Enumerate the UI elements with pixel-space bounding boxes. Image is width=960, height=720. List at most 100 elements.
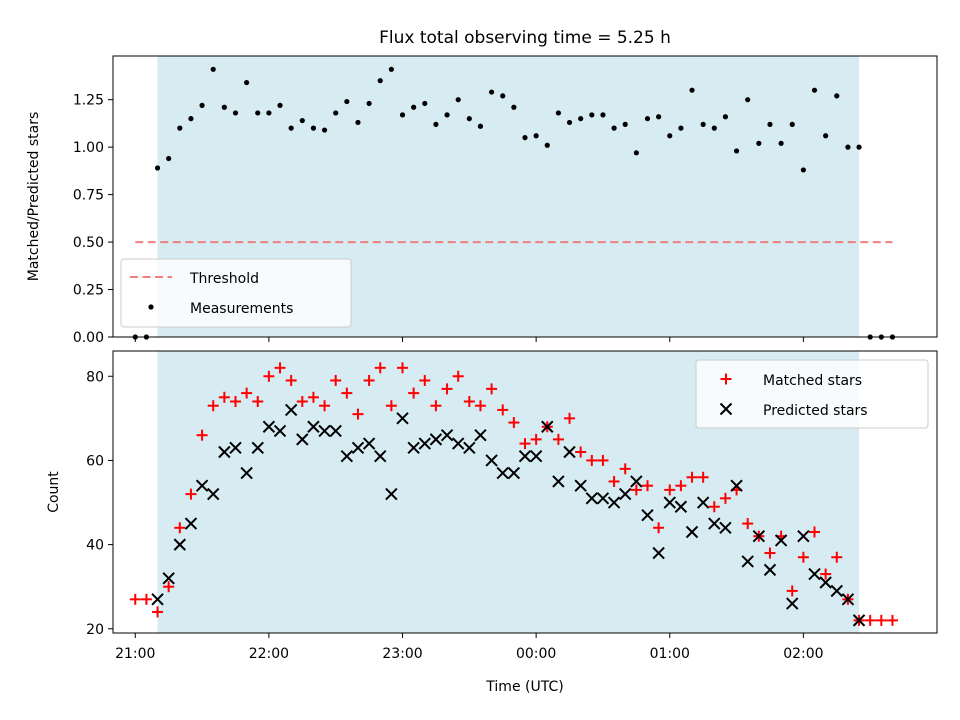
predicted-star-point	[786, 597, 799, 610]
x-stroke-b	[719, 402, 733, 416]
measurement-point	[166, 155, 172, 162]
matched-star-point	[641, 480, 653, 492]
bottom-y-tick-label: 20	[86, 622, 104, 638]
predicted-star-point	[652, 546, 665, 560]
matched-star-point	[419, 374, 431, 386]
measurement-point	[789, 121, 795, 127]
predicted-star-point	[151, 593, 164, 606]
measurement-point	[700, 121, 706, 127]
predicted-star-point	[485, 454, 498, 467]
measurement-point	[210, 66, 216, 72]
measurement-point	[745, 97, 751, 103]
matched-star-point	[809, 526, 821, 538]
matched-star-point	[586, 454, 598, 466]
predicted-star-point	[429, 433, 443, 446]
predicted-star-point	[819, 576, 832, 589]
x-stroke-b	[418, 437, 431, 450]
x-stroke-b	[496, 466, 509, 480]
x-stroke-b	[518, 450, 532, 463]
measurement-point	[366, 100, 372, 107]
x-stroke-b	[852, 614, 866, 627]
predicted-stars-points	[151, 403, 866, 627]
predicted-star-point	[184, 517, 198, 530]
x-stroke-b	[763, 563, 777, 577]
matched-star-point	[786, 585, 798, 597]
matched-star-point	[630, 484, 642, 496]
x-stroke-b	[641, 508, 654, 522]
matched-star-point	[719, 492, 731, 504]
matched-star-point	[708, 501, 720, 513]
predicted-star-point	[808, 567, 821, 581]
measurement-point	[811, 87, 818, 93]
predicted-star-point	[195, 479, 209, 492]
x-stroke-b	[819, 576, 832, 589]
predicted-star-point	[674, 500, 688, 513]
predicted-star-point	[329, 424, 342, 438]
measurement-point	[834, 93, 840, 99]
predicted-star-point	[619, 487, 632, 501]
matched-star-point	[597, 454, 609, 466]
matched-star-point	[564, 412, 576, 424]
predicted-star-point	[741, 555, 754, 568]
predicted-star-point	[385, 487, 398, 501]
measurement-point	[277, 102, 283, 108]
measurement-point	[767, 121, 773, 127]
predicted-star-point	[685, 525, 699, 539]
bottom-x-tick-label: 23:00	[382, 646, 422, 662]
x-stroke-b	[440, 428, 454, 442]
matched-star-point	[664, 484, 676, 496]
predicted-star-point	[752, 529, 766, 543]
measurement-point	[154, 165, 161, 171]
legend-plus-marker	[720, 373, 732, 385]
predicted-star-point	[474, 428, 487, 442]
x-stroke-b	[696, 496, 710, 509]
x-stroke-b	[529, 450, 543, 463]
matched-star-point	[608, 475, 620, 487]
matched-star-point	[742, 518, 754, 530]
top-y-tick-label: 1.25	[73, 93, 104, 109]
x-stroke-b	[585, 492, 599, 505]
predicted-star-point	[340, 450, 354, 463]
predicted-star-point	[207, 487, 220, 501]
x-stroke-b	[552, 475, 565, 488]
matched-star-point	[374, 362, 386, 374]
legend-measurements-label: Measurements	[190, 301, 293, 317]
predicted-star-point	[218, 445, 231, 459]
legend-x-marker	[719, 402, 733, 416]
matched-star-point	[675, 480, 687, 492]
measurement-point	[321, 127, 328, 133]
measurement-point	[667, 133, 673, 139]
x-stroke-b	[808, 567, 821, 581]
measurement-point	[399, 112, 406, 118]
ratio-panel: 0.00 0.25 0.50 0.75 1.00 1.25 Flux total obse…	[26, 28, 938, 346]
x-stroke-b	[708, 517, 721, 530]
measurement-point	[266, 110, 272, 116]
x-stroke-b	[240, 466, 253, 480]
predicted-star-point	[641, 508, 654, 522]
matched-star-point	[552, 433, 564, 445]
x-stroke-b	[507, 466, 521, 480]
measurement-point	[778, 140, 784, 146]
matched-star-point	[686, 471, 698, 483]
x-stroke-b	[596, 492, 610, 505]
matched-star-point	[385, 400, 397, 412]
measurement-point	[611, 125, 617, 131]
matched-star-point	[174, 522, 186, 534]
measurement-point	[188, 116, 194, 122]
measurement-point	[533, 133, 539, 139]
x-stroke-b	[485, 454, 498, 467]
matched-star-point	[575, 446, 587, 458]
predicted-star-point	[173, 538, 187, 551]
top-y-tick-label: 1.00	[73, 140, 104, 156]
x-stroke-b	[719, 521, 732, 534]
matched-star-point	[363, 374, 375, 386]
matched-star-point	[875, 614, 887, 626]
predicted-star-point	[463, 441, 476, 455]
matched-star-point	[653, 522, 665, 534]
predicted-star-point	[273, 424, 287, 438]
measurement-point	[455, 97, 461, 103]
measurement-point	[255, 110, 261, 116]
measurement-point	[500, 93, 506, 99]
predicted-star-point	[284, 403, 298, 417]
